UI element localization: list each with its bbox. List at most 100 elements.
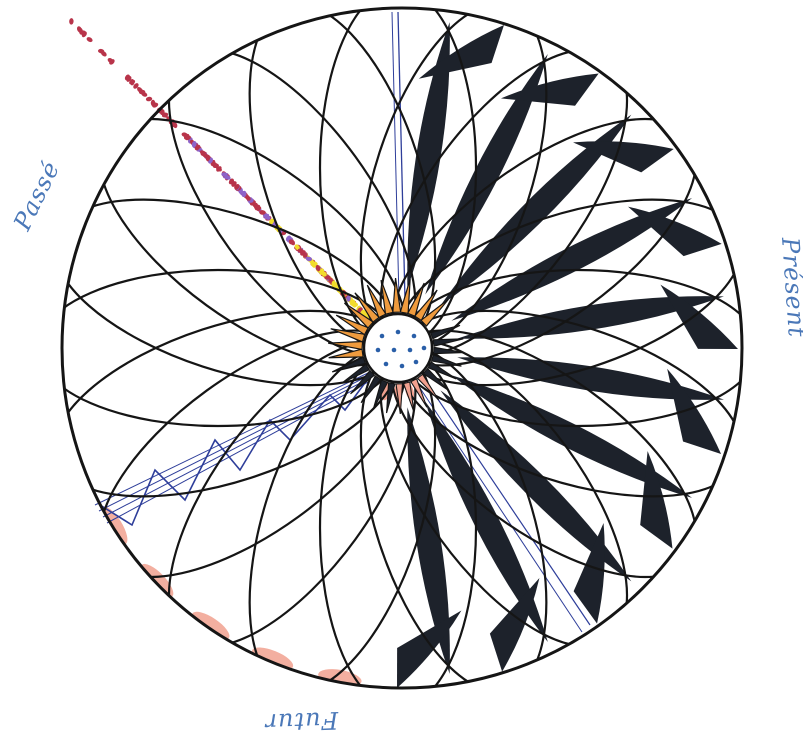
dot bbox=[269, 218, 274, 225]
blue-ray-line bbox=[106, 380, 371, 524]
center-disc bbox=[362, 312, 434, 384]
center-dot bbox=[413, 359, 419, 365]
star-point bbox=[330, 328, 366, 343]
salmon-accent bbox=[191, 611, 230, 640]
dot bbox=[145, 96, 153, 102]
dark-petal-fill bbox=[451, 375, 693, 498]
dot bbox=[351, 302, 358, 308]
blue-diagonal-line bbox=[424, 379, 591, 626]
center-dot bbox=[421, 345, 427, 351]
center-dot bbox=[379, 333, 385, 339]
dot bbox=[241, 190, 247, 198]
dot bbox=[294, 244, 300, 251]
star-point bbox=[413, 289, 438, 322]
center-star bbox=[328, 277, 464, 415]
dot bbox=[310, 261, 317, 267]
dark-petal-fill bbox=[457, 296, 724, 339]
dark-rim-fill bbox=[418, 24, 505, 79]
dot bbox=[346, 295, 351, 302]
blue-vertical-line bbox=[391, 11, 400, 301]
star-point bbox=[328, 348, 364, 359]
dot bbox=[69, 18, 74, 25]
dot bbox=[319, 268, 324, 275]
center-dot bbox=[375, 347, 381, 353]
star-point bbox=[341, 363, 371, 384]
dark-petal-fill bbox=[440, 390, 632, 582]
star-point bbox=[430, 354, 462, 367]
dot bbox=[126, 75, 132, 82]
blue-ray-line bbox=[94, 371, 371, 506]
star-point bbox=[416, 373, 440, 401]
blue-vertical-line bbox=[397, 11, 406, 301]
dot bbox=[211, 161, 218, 167]
center-dot bbox=[411, 333, 417, 339]
dot bbox=[315, 264, 321, 272]
dot bbox=[288, 239, 295, 245]
dot bbox=[86, 37, 93, 43]
center-dot bbox=[395, 329, 401, 335]
dot bbox=[205, 154, 211, 162]
dot bbox=[133, 83, 139, 89]
dot bbox=[79, 30, 86, 35]
dark-rim-fill bbox=[397, 610, 462, 688]
dark-petal-fill bbox=[425, 53, 548, 295]
star-point bbox=[380, 279, 394, 315]
blue-zigzag bbox=[99, 375, 371, 527]
dot bbox=[97, 48, 105, 54]
star-point bbox=[366, 284, 387, 319]
star-point bbox=[399, 278, 411, 315]
star-point bbox=[335, 356, 367, 372]
dark-petal-fills bbox=[397, 22, 738, 688]
blue-diagonal-line bbox=[417, 384, 583, 633]
dot bbox=[299, 249, 306, 256]
center-dot bbox=[391, 347, 397, 353]
outer-circle bbox=[60, 6, 744, 690]
star-point bbox=[328, 340, 364, 351]
dark-petal-fill bbox=[457, 357, 724, 400]
star-point bbox=[410, 378, 428, 408]
center-dot bbox=[383, 361, 389, 367]
star-point bbox=[420, 298, 449, 327]
dark-rim-fill bbox=[489, 578, 540, 672]
star-point bbox=[385, 382, 396, 414]
dot bbox=[234, 184, 240, 190]
dot bbox=[172, 121, 178, 129]
dot bbox=[221, 172, 228, 177]
dot bbox=[305, 256, 313, 262]
dot bbox=[181, 132, 188, 137]
dark-rim-fill bbox=[500, 73, 599, 106]
blue-pen-strokes bbox=[94, 11, 591, 633]
dot bbox=[331, 280, 336, 287]
dot bbox=[194, 144, 201, 151]
star-point bbox=[395, 383, 404, 415]
star-point bbox=[335, 314, 370, 336]
star-point bbox=[406, 282, 425, 318]
dark-petal-fill bbox=[425, 401, 548, 643]
dot bbox=[138, 89, 146, 95]
dot bbox=[259, 210, 266, 215]
star-point bbox=[402, 381, 415, 413]
dark-rim-fill bbox=[660, 284, 738, 349]
star-point bbox=[422, 367, 449, 391]
dark-rim-fill bbox=[573, 523, 605, 624]
dark-petal-fill bbox=[407, 22, 450, 289]
star-point bbox=[432, 346, 464, 355]
star-point bbox=[343, 302, 375, 329]
center-dot bbox=[399, 363, 405, 369]
star-point bbox=[429, 324, 461, 340]
dot bbox=[129, 79, 136, 85]
dark-rim-fill bbox=[628, 206, 722, 257]
salmon-accent bbox=[251, 647, 294, 670]
center-dot bbox=[407, 347, 413, 353]
dark-rim-fill bbox=[667, 368, 722, 455]
dot bbox=[109, 59, 115, 65]
salmon-accent bbox=[140, 563, 174, 598]
dark-rim-fill bbox=[640, 450, 673, 549]
dot bbox=[255, 204, 261, 212]
star-point bbox=[372, 379, 389, 410]
star-point bbox=[427, 361, 457, 380]
dark-petal-fill bbox=[440, 114, 632, 306]
blue-ray-line bbox=[98, 374, 371, 512]
dark-petal-fill bbox=[451, 198, 693, 321]
